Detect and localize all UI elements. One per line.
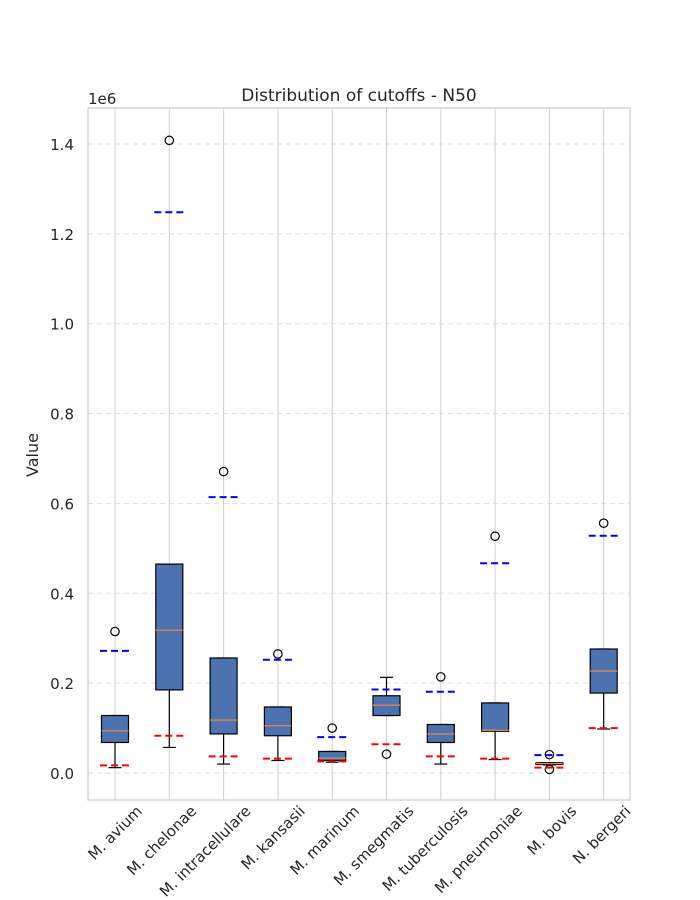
box-iqr [318,750,347,762]
y-axis-multiplier: 1e6 [88,90,116,108]
y-axis-label: Value [23,433,42,477]
outlier-point [218,466,229,477]
y-tick-label: 0.0 [50,765,74,783]
outlier-point [435,672,446,682]
y-tick-label: 1.2 [50,226,74,244]
box-iqr [100,714,130,744]
y-tick-label: 1.4 [50,136,74,154]
y-tick-label: 0.8 [50,406,74,424]
outlier-point [164,135,175,146]
box-iqr [209,657,238,735]
box-layer [100,135,619,775]
box-iqr [481,702,510,732]
box-iqr [263,706,292,737]
plot-area-frame [87,107,631,801]
box-iqr [155,563,184,691]
outlier-point [490,531,500,542]
y-tick-label: 0.4 [50,585,74,603]
outlier-point [327,723,337,733]
outlier-point [110,626,120,637]
outlier-point [598,518,609,528]
outlier-point [544,749,555,760]
outlier-point [273,649,283,659]
y-tick-label: 0.6 [50,495,74,513]
y-tick-label: 0.2 [50,675,74,693]
chart-title: Distribution of cutoffs - N50 [241,86,476,106]
outlier-point [381,749,392,759]
outlier-point [544,764,555,775]
y-tick-label: 1.0 [50,316,74,334]
